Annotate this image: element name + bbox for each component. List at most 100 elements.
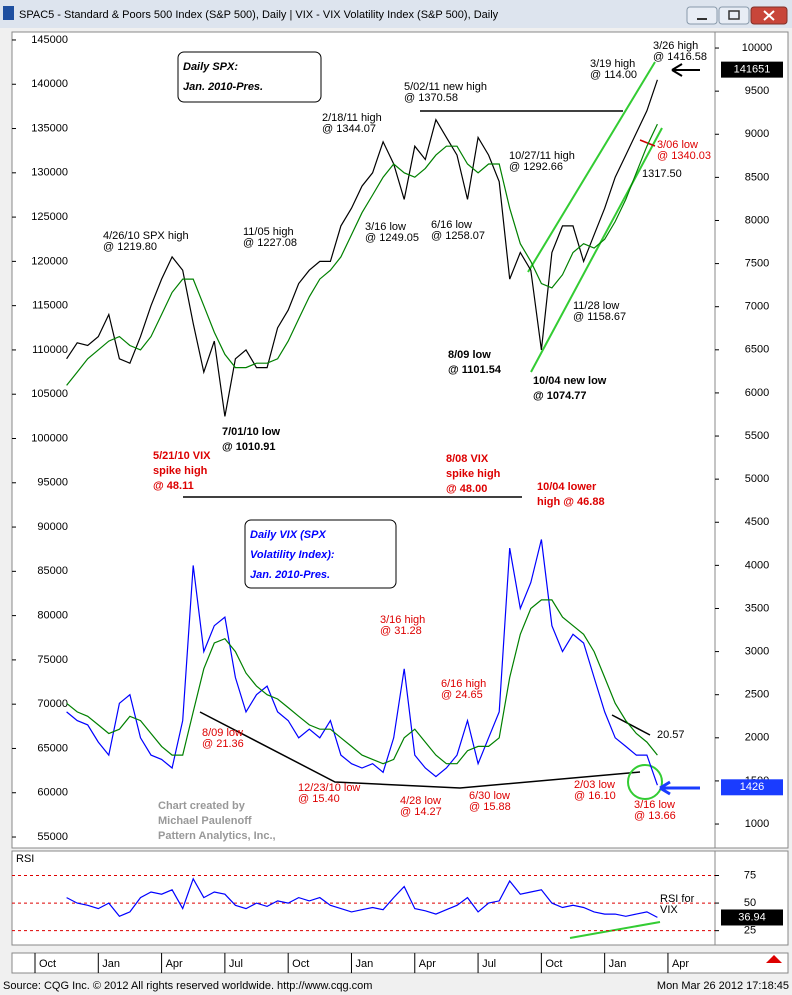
spx-label-box	[177, 51, 322, 103]
maximize-glyph	[728, 10, 740, 20]
y-tick-label: 105000	[31, 388, 68, 400]
y-tick-label: 140000	[31, 78, 68, 90]
title-bar	[0, 0, 792, 28]
y2-tick-label: 8000	[745, 214, 769, 226]
y-tick-label: 100000	[31, 432, 68, 444]
x-tick-label: Jan	[102, 958, 120, 970]
app-icon	[3, 6, 14, 20]
y-tick-label: 125000	[31, 211, 68, 223]
annotation: @ 1010.91	[222, 441, 276, 453]
annotation: @ 48.00	[446, 483, 487, 495]
rsi-title: RSI	[16, 853, 34, 865]
annotation: 20.57	[657, 729, 685, 741]
x-tick-label: Apr	[672, 958, 689, 970]
y-tick-label: 95000	[37, 477, 68, 489]
x-tick-label: Apr	[166, 958, 183, 970]
last-value-label: 36.94	[738, 911, 766, 923]
y-tick-label: 110000	[32, 344, 68, 356]
footer-bar	[0, 976, 792, 995]
last-value-box	[721, 779, 783, 796]
annotation: 4/26/10 SPX high	[103, 230, 189, 242]
maximize-button[interactable]	[718, 6, 750, 25]
annotation: 8/09 low	[202, 727, 243, 739]
scroll-arrow[interactable]	[766, 955, 782, 963]
annotation: Daily SPX:	[183, 61, 238, 73]
annotation: 4/28 low	[400, 795, 441, 807]
price-line	[66, 877, 658, 918]
low-pointer	[639, 139, 656, 147]
vix-low-circle	[627, 764, 663, 800]
y2-tick-label: 9500	[745, 85, 769, 97]
last-value-label: 141651	[734, 64, 771, 76]
annotation: Jan. 2010-Pres.	[183, 81, 263, 93]
annotation: @ 1416.58	[653, 51, 707, 63]
y-tick-label: 55000	[37, 831, 68, 843]
x-tick-label: Jan	[355, 958, 373, 970]
annotation: 2/18/11 high	[322, 112, 382, 124]
annotation: 8/09 low	[448, 349, 491, 361]
annotation: 3/16 low	[634, 799, 675, 811]
annotation: @ 114.00	[590, 69, 637, 81]
y-tick-label: 80000	[37, 610, 68, 622]
vix-label-box	[244, 519, 397, 589]
spx-arrow	[671, 63, 700, 77]
y2-tick-label: 5000	[745, 473, 769, 485]
moving-average-line	[66, 123, 658, 386]
y2-tick-label: 4500	[745, 516, 769, 528]
rsi-trendline	[569, 921, 661, 939]
vix-arrow	[659, 780, 700, 796]
annotation: @ 1258.07	[431, 230, 485, 242]
price-line	[66, 539, 658, 786]
y-tick-label: 115000	[32, 300, 68, 312]
annotation: @ 48.11	[153, 480, 194, 492]
vix-down-line	[611, 714, 651, 736]
annotation: 11/28 low	[573, 300, 619, 312]
y2-tick-label: 3500	[745, 602, 769, 614]
footer-source: Source: CQG Inc. © 2012 All rights reser…	[3, 980, 372, 992]
y-tick-label: 60000	[37, 787, 68, 799]
annotation: @ 1340.03	[657, 150, 711, 162]
annotation: 3/16 high	[380, 614, 425, 626]
annotation: 3/26 high	[653, 40, 698, 52]
x-tick-label: Apr	[419, 958, 436, 970]
channel-upper	[527, 61, 656, 273]
y2-tick-label: 3000	[745, 645, 769, 657]
last-value-box	[721, 61, 783, 78]
y2-tick-label: 6500	[745, 344, 769, 356]
annotation: @ 14.27	[400, 806, 442, 818]
channel-lower	[530, 127, 663, 373]
window-title: SPAC5 - Standard & Poors 500 Index (S&P …	[19, 9, 499, 21]
y2-tick-label: 7500	[745, 257, 769, 269]
y2-tick-label: 2500	[745, 689, 769, 701]
annotation: @ 31.28	[380, 625, 422, 637]
x-tick-label: Oct	[545, 958, 562, 970]
annotation: @ 15.88	[469, 801, 511, 813]
rsi-plot-area	[11, 850, 716, 946]
annotation: 7/01/10 low	[222, 426, 281, 438]
annotation: 10/27/11 high	[509, 150, 575, 162]
rsi-axis-area	[714, 850, 789, 946]
annotation: Chart created by	[158, 800, 246, 812]
annotation: 2/03 low	[574, 779, 615, 791]
y-tick-label: 70000	[37, 698, 68, 710]
annotation: Michael Paulenoff	[158, 815, 252, 827]
annotation: @ 1370.58	[404, 92, 458, 104]
annotation: @ 1227.08	[243, 237, 297, 249]
x-tick-label: Jul	[229, 958, 243, 970]
annotation: 6/16 low	[431, 219, 472, 231]
annotation: 3/16 low	[365, 221, 406, 233]
annotation: @ 13.66	[634, 810, 676, 822]
moving-average-line	[66, 599, 658, 765]
annotation: high @ 46.88	[537, 496, 605, 508]
vix-support-line	[199, 711, 641, 789]
annotation: 1317.50	[642, 168, 682, 180]
y2-tick-label: 7000	[745, 301, 769, 313]
y-tick-label: 75	[744, 869, 756, 881]
annotation: @ 15.40	[298, 793, 340, 805]
annotation: 5/21/10 VIX	[153, 450, 211, 462]
minimize-button[interactable]	[686, 6, 718, 25]
annotation: @ 1158.67	[573, 311, 626, 323]
y-tick-label: 120000	[31, 255, 68, 267]
annotation: 12/23/10 low	[298, 782, 360, 794]
y-tick-label: 85000	[37, 565, 68, 577]
